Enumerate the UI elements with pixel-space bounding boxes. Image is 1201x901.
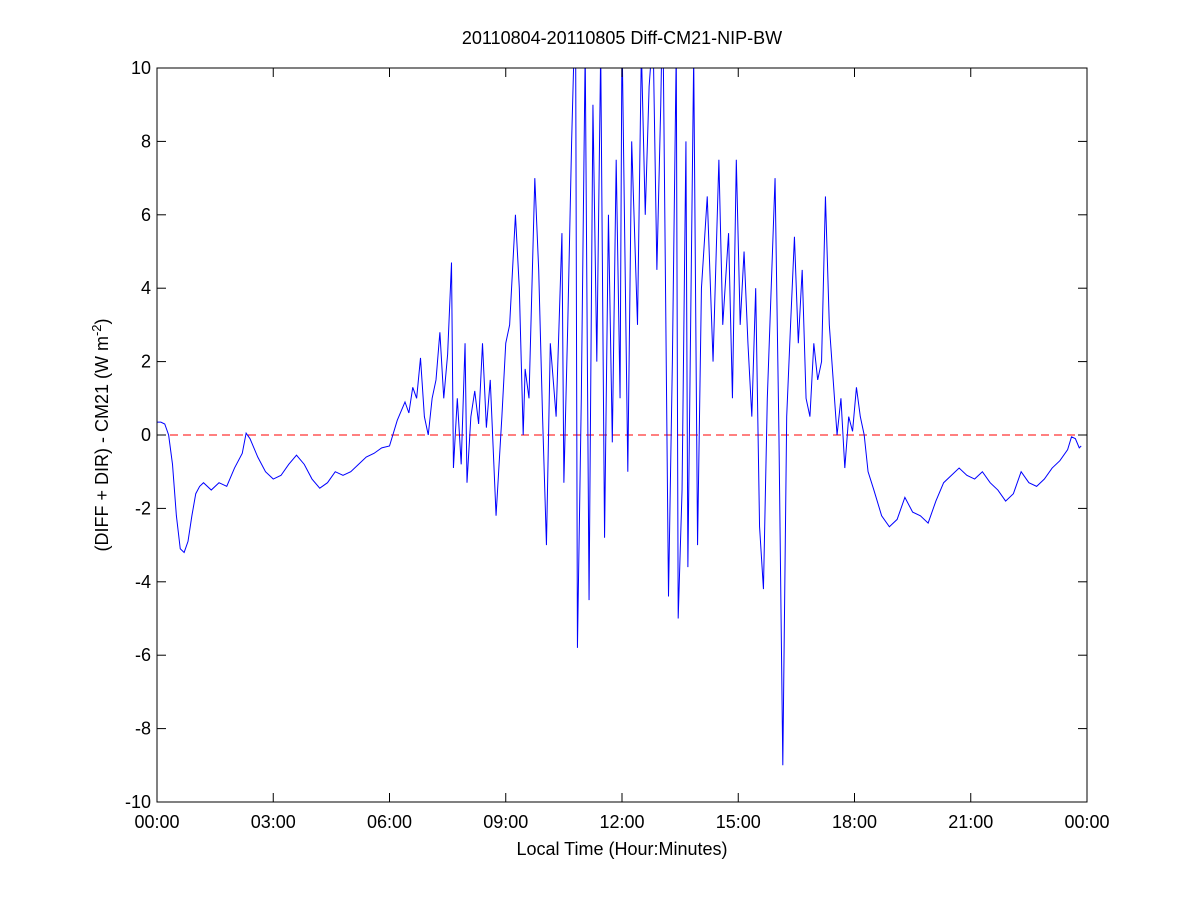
y-tick-label: 2 — [141, 352, 151, 372]
y-tick-label: 6 — [141, 205, 151, 225]
x-tick-label: 15:00 — [716, 812, 761, 832]
x-tick-label: 12:00 — [599, 812, 644, 832]
x-tick-label: 06:00 — [367, 812, 412, 832]
y-tick-label: 0 — [141, 425, 151, 445]
y-label-superscript: -2 — [89, 324, 104, 336]
y-tick-label: -10 — [125, 792, 151, 812]
x-tick-label: 03:00 — [251, 812, 296, 832]
y-tick-label: -2 — [135, 498, 151, 518]
y-tick-label: -8 — [135, 719, 151, 739]
y-label-text: (DIFF + DIR) - CM21 (W m — [92, 336, 112, 551]
y-label-suffix: ) — [92, 318, 112, 324]
y-tick-label: 10 — [131, 58, 151, 78]
data-line — [157, 68, 1082, 766]
y-tick-label: 8 — [141, 131, 151, 151]
x-tick-label: 00:00 — [134, 812, 179, 832]
y-axis-label: (DIFF + DIR) - CM21 (W m-2) — [89, 318, 113, 551]
y-tick-label: -6 — [135, 645, 151, 665]
x-tick-label: 21:00 — [948, 812, 993, 832]
y-tick-label: -4 — [135, 572, 151, 592]
x-tick-label: 18:00 — [832, 812, 877, 832]
chart-title: 20110804-20110805 Diff-CM21-NIP-BW — [462, 28, 782, 48]
x-axis-label: Local Time (Hour:Minutes) — [516, 839, 727, 859]
x-tick-label: 09:00 — [483, 812, 528, 832]
y-tick-label: 4 — [141, 278, 151, 298]
x-tick-label: 00:00 — [1064, 812, 1109, 832]
